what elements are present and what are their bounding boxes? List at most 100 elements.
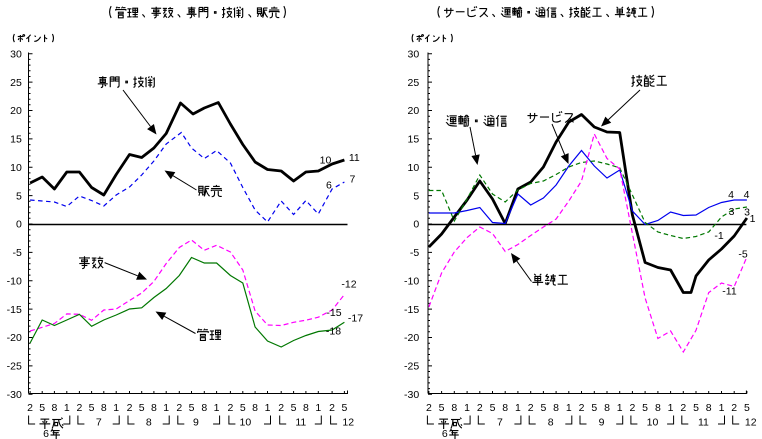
svg-text:5: 5 (693, 402, 699, 414)
svg-text:-10: -10 (404, 275, 419, 287)
svg-text:-18: -18 (326, 326, 341, 338)
svg-text:-30: -30 (7, 389, 22, 401)
svg-text:30: 30 (10, 49, 22, 61)
svg-text:7: 7 (349, 174, 355, 186)
svg-text:10: 10 (10, 162, 22, 174)
svg-text:1: 1 (566, 402, 572, 414)
svg-text:5: 5 (744, 402, 750, 414)
svg-text:1: 1 (515, 402, 521, 414)
svg-text:-20: -20 (7, 332, 22, 344)
svg-text:25: 25 (10, 77, 22, 89)
svg-text:8: 8 (502, 402, 508, 414)
svg-text:5: 5 (16, 190, 22, 202)
svg-text:-5: -5 (410, 247, 419, 259)
svg-text:15: 15 (408, 134, 420, 146)
svg-text:-12: -12 (341, 279, 356, 291)
svg-text:1: 1 (719, 402, 725, 414)
svg-text:8: 8 (146, 417, 152, 429)
svg-text:-15: -15 (7, 304, 22, 316)
svg-text:-30: -30 (404, 389, 419, 401)
svg-text:2: 2 (27, 402, 33, 414)
svg-text:11: 11 (698, 417, 709, 429)
svg-text:-25: -25 (7, 361, 22, 373)
svg-text:4: 4 (728, 189, 734, 201)
svg-text:2: 2 (227, 402, 233, 414)
svg-text:2: 2 (76, 402, 82, 414)
svg-text:6: 6 (43, 428, 49, 439)
svg-text:2: 2 (127, 402, 133, 414)
svg-text:4: 4 (744, 189, 750, 201)
svg-text:10: 10 (647, 417, 659, 429)
svg-text:8: 8 (553, 402, 559, 414)
svg-text:0: 0 (16, 219, 22, 231)
svg-text:-1: -1 (714, 230, 723, 242)
svg-text:7: 7 (96, 417, 102, 429)
svg-text:-20: -20 (404, 332, 419, 344)
svg-text:5: 5 (439, 402, 445, 414)
svg-text:20: 20 (408, 105, 420, 117)
svg-text:6: 6 (442, 428, 448, 439)
svg-text:5: 5 (591, 402, 597, 414)
svg-text:8: 8 (655, 402, 661, 414)
svg-text:12: 12 (342, 417, 354, 429)
svg-text:2: 2 (278, 402, 284, 414)
svg-text:2: 2 (426, 402, 432, 414)
svg-text:2: 2 (680, 402, 686, 414)
svg-text:0: 0 (413, 219, 419, 231)
svg-text:1: 1 (750, 213, 756, 225)
svg-text:25: 25 (408, 77, 420, 89)
svg-text:30: 30 (408, 49, 420, 61)
svg-text:-11: -11 (722, 286, 737, 298)
svg-text:10: 10 (408, 162, 420, 174)
svg-text:8: 8 (548, 417, 554, 429)
svg-text:1: 1 (464, 402, 470, 414)
svg-text:1: 1 (64, 402, 70, 414)
svg-text:20: 20 (10, 105, 22, 117)
svg-text:-17: -17 (348, 313, 363, 325)
svg-text:8: 8 (451, 402, 457, 414)
svg-text:2: 2 (579, 402, 585, 414)
svg-text:8: 8 (101, 402, 107, 414)
svg-text:5: 5 (139, 402, 145, 414)
svg-text:6: 6 (326, 180, 332, 192)
svg-text:5: 5 (490, 402, 496, 414)
svg-text:9: 9 (193, 417, 199, 429)
svg-text:8: 8 (252, 402, 258, 414)
svg-text:7: 7 (497, 417, 503, 429)
svg-text:5: 5 (240, 402, 246, 414)
svg-text:9: 9 (599, 417, 605, 429)
svg-text:8: 8 (706, 402, 712, 414)
svg-text:8: 8 (303, 402, 309, 414)
svg-text:5: 5 (39, 402, 45, 414)
svg-text:1: 1 (265, 402, 271, 414)
svg-text:5: 5 (341, 402, 347, 414)
svg-text:8: 8 (604, 402, 610, 414)
svg-text:1: 1 (163, 402, 169, 414)
svg-text:1: 1 (214, 402, 220, 414)
svg-text:5: 5 (413, 190, 419, 202)
svg-text:-5: -5 (12, 247, 21, 259)
svg-text:5: 5 (642, 402, 648, 414)
svg-text:1: 1 (617, 402, 623, 414)
svg-text:10: 10 (320, 155, 332, 167)
svg-text:8: 8 (151, 402, 157, 414)
svg-text:-15: -15 (404, 304, 419, 316)
svg-text:2: 2 (176, 402, 182, 414)
svg-text:-5: -5 (738, 249, 747, 261)
svg-text:2: 2 (329, 402, 335, 414)
svg-text:5: 5 (189, 402, 195, 414)
svg-text:1: 1 (113, 402, 119, 414)
svg-text:2: 2 (528, 402, 534, 414)
svg-text:10: 10 (240, 417, 252, 429)
svg-text:8: 8 (201, 402, 207, 414)
svg-text:2: 2 (731, 402, 737, 414)
svg-text:5: 5 (89, 402, 95, 414)
svg-text:-25: -25 (404, 361, 419, 373)
svg-text:-10: -10 (7, 275, 22, 287)
svg-text:12: 12 (745, 417, 757, 429)
svg-text:8: 8 (51, 402, 57, 414)
svg-text:15: 15 (10, 134, 22, 146)
svg-text:-15: -15 (326, 307, 341, 319)
svg-text:11: 11 (349, 152, 360, 164)
svg-text:3: 3 (729, 206, 735, 218)
